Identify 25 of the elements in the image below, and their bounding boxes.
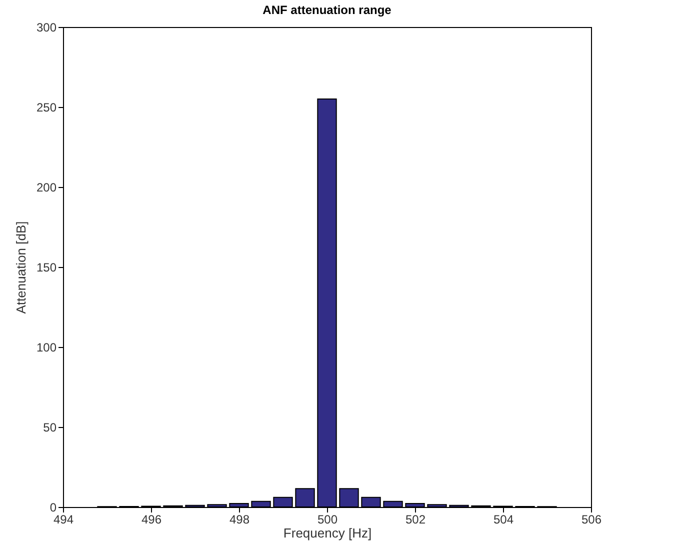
x-tick-label: 500 — [317, 512, 338, 526]
y-axis-title: Attenuation [dB] — [13, 221, 28, 314]
y-tick-label: 200 — [36, 180, 57, 194]
y-tick-label: 250 — [36, 100, 57, 114]
bar — [273, 496, 293, 508]
x-tick-label: 498 — [229, 512, 250, 526]
bar — [361, 496, 381, 508]
x-tick-label: 494 — [53, 512, 74, 526]
bar — [251, 500, 271, 508]
x-tick-label: 496 — [141, 512, 162, 526]
bar — [383, 500, 403, 508]
x-axis-title: Frequency [Hz] — [283, 526, 372, 540]
bar — [207, 504, 227, 508]
y-tick-label: 150 — [36, 260, 57, 274]
y-tick-label: 50 — [43, 420, 57, 434]
y-tick-label: 100 — [36, 340, 57, 354]
y-tick-label: 0 — [50, 500, 57, 514]
bar — [295, 488, 315, 508]
bar — [427, 504, 447, 508]
chart-title: ANF attenuation range — [262, 3, 392, 17]
y-tick-label: 300 — [36, 20, 57, 34]
x-tick-label: 506 — [581, 512, 602, 526]
bar — [339, 488, 359, 508]
x-tick-label: 504 — [493, 512, 514, 526]
x-tick-label: 502 — [405, 512, 426, 526]
